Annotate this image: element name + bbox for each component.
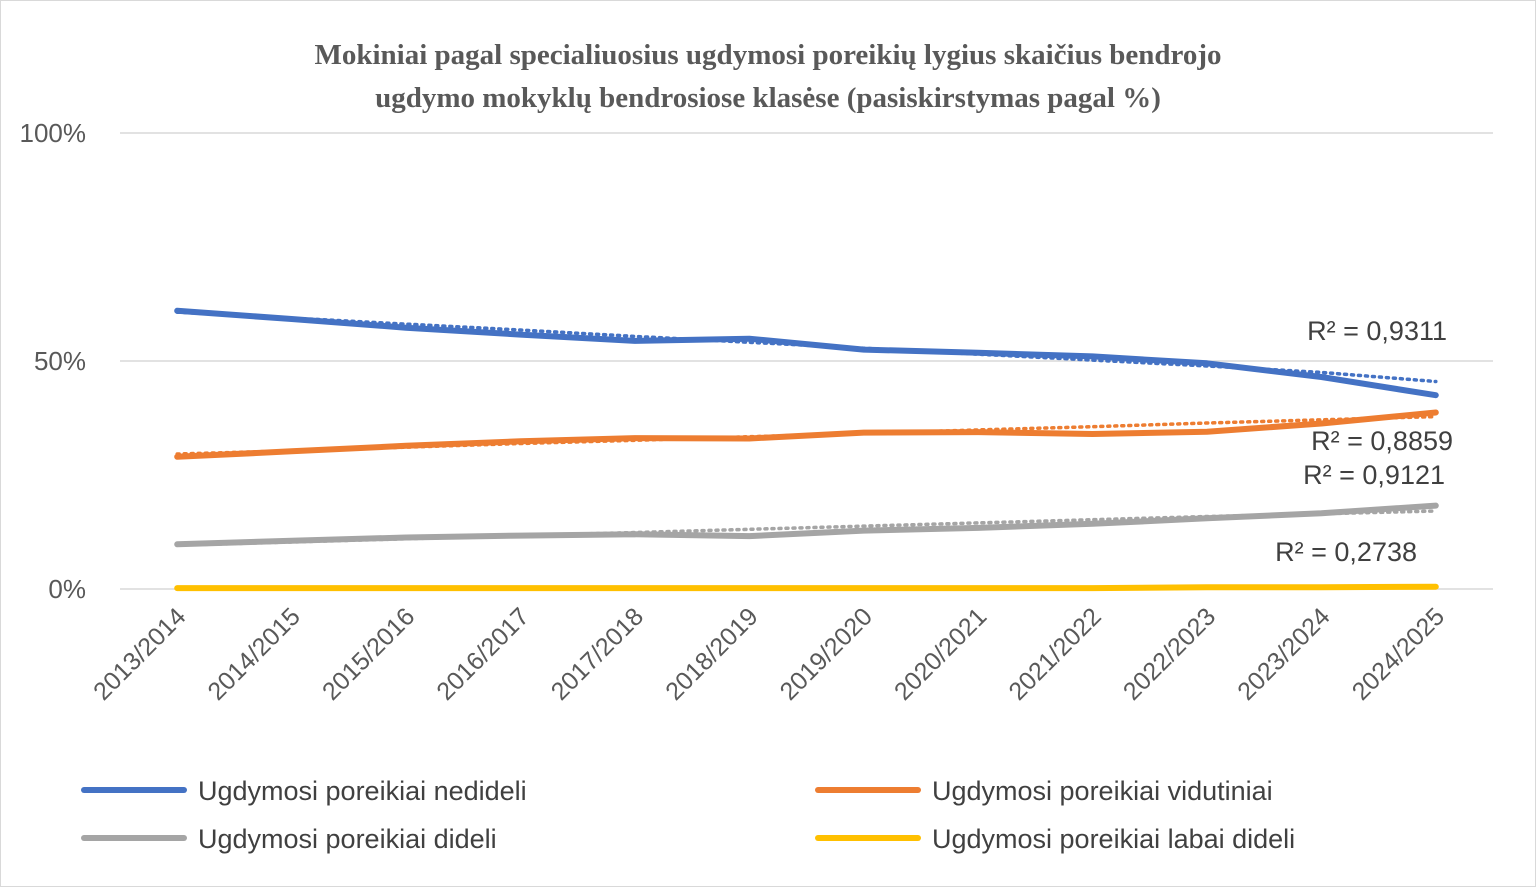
x-tick-label: 2018/2019 — [660, 602, 763, 705]
x-tick-label: 2013/2014 — [88, 602, 191, 705]
x-tick-label: 2015/2016 — [317, 602, 420, 705]
legend-label: Ugdymosi poreikiai vidutiniai — [932, 776, 1273, 806]
x-tick-label: 2019/2020 — [775, 602, 878, 705]
x-tick-label: 2016/2017 — [431, 602, 534, 705]
x-axis-ticks: 2013/2014 2014/2015 2015/2016 2016/2017 2017… — [88, 602, 1450, 705]
r-squared-label: R² = 0,9311 — [1307, 316, 1447, 346]
x-tick-label: 2021/2022 — [1003, 602, 1106, 705]
legend-label: Ugdymosi poreikiai nedideli — [198, 776, 527, 806]
series-line-0 — [174, 307, 1439, 399]
legend: Ugdymosi poreikiai nedideli Ugdymosi pore… — [81, 776, 1295, 854]
r-squared-labels: R² = 0,9311 R² = 0,8859 R² = 0,9121 R² = 0,… — [1275, 316, 1453, 567]
gridlines — [120, 132, 1493, 590]
legend-label: Ugdymosi poreikiai dideli — [198, 824, 497, 854]
series-line-2 — [174, 502, 1439, 548]
x-tick-label: 2014/2015 — [202, 602, 305, 705]
chart-title-line-1: Mokiniai pagal specialiuosius ugdymosi p… — [314, 39, 1221, 71]
x-tick-label: 2024/2025 — [1347, 602, 1450, 705]
y-tick-label: 100% — [20, 118, 87, 148]
x-tick-label: 2023/2024 — [1232, 602, 1335, 705]
y-tick-label: 0% — [48, 574, 86, 604]
chart-title: Mokiniai pagal specialiuosius ugdymosi p… — [314, 39, 1221, 114]
x-tick-label: 2022/2023 — [1118, 602, 1221, 705]
series-line-1 — [174, 409, 1439, 460]
chart-title-line-2: ugdymo mokyklų bendrosiose klasėse (pasi… — [375, 82, 1161, 114]
series-line-3 — [174, 583, 1439, 592]
y-axis-ticks: 0% 50% 100% — [20, 118, 87, 604]
y-tick-label: 50% — [34, 346, 86, 376]
r-squared-label: R² = 0,2738 — [1275, 537, 1417, 567]
x-tick-label: 2017/2018 — [546, 602, 649, 705]
series-lines — [174, 307, 1439, 592]
r-squared-label: R² = 0,8859 — [1311, 426, 1453, 456]
r-squared-label: R² = 0,9121 — [1303, 460, 1445, 490]
x-tick-label: 2020/2021 — [889, 602, 992, 705]
legend-label: Ugdymosi poreikiai labai dideli — [932, 824, 1295, 854]
